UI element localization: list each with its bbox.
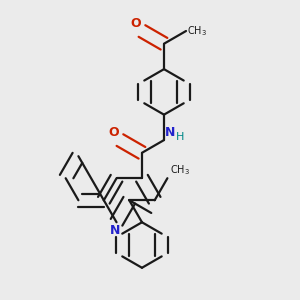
Text: CH$_3$: CH$_3$ [188,24,207,38]
Text: H: H [176,132,184,142]
Text: N: N [165,126,176,139]
Text: N: N [110,224,120,237]
Text: O: O [108,126,119,139]
Text: O: O [130,17,141,30]
Text: CH$_3$: CH$_3$ [170,163,190,177]
